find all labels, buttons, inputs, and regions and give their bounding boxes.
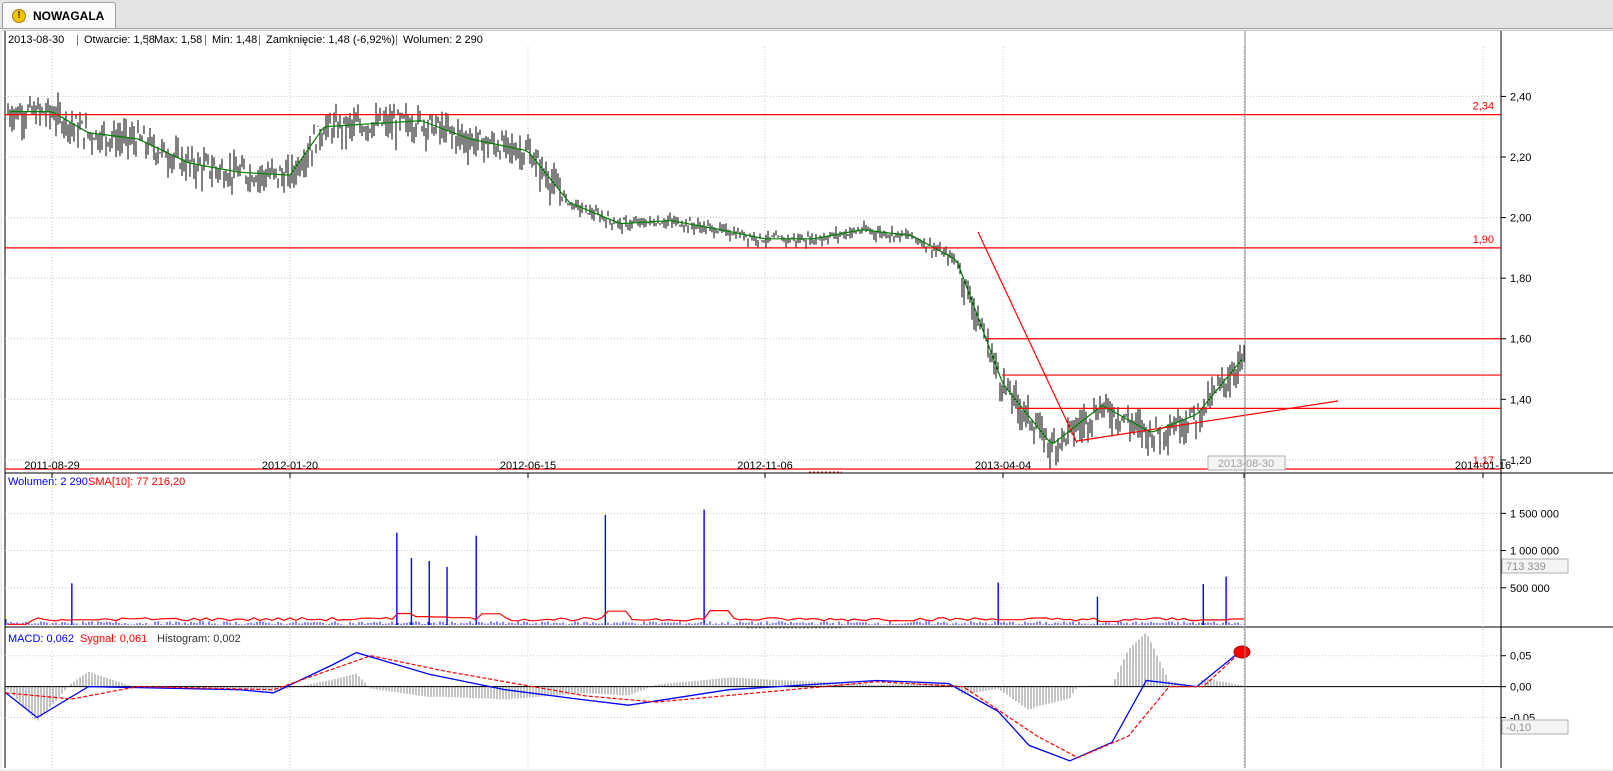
trendline-down[interactable] <box>977 231 1078 444</box>
price-y-tick-label: 2,20 <box>1510 152 1531 164</box>
price-y-tick-label: 1,20 <box>1510 455 1531 467</box>
x-tick-label: 2013-04-04 <box>975 460 1031 472</box>
cursor-macd-label: -0,10 <box>1506 722 1531 734</box>
cursor-volume-label: 713 339 <box>1506 561 1546 573</box>
price-sma-line <box>10 110 1243 444</box>
volume-y-tick-label: 500 000 <box>1510 583 1550 595</box>
macd-line <box>5 647 1245 762</box>
x-tick-label: 2012-11-06 <box>737 460 792 472</box>
cursor-date-box: 2013-08-30 <box>1207 455 1286 471</box>
macd-y-tick-label: 0,00 <box>1510 682 1531 694</box>
volume-sma-legend: SMA[10]: 77 216,20 <box>88 476 185 488</box>
price-panel[interactable] <box>5 47 1501 473</box>
cursor-macd-box: -0,10 <box>1501 719 1569 735</box>
tab-nowagala[interactable]: ! NOWAGALA <box>2 2 116 28</box>
info-date: 2013-08-30 <box>8 34 64 46</box>
info-sep: | <box>204 34 207 46</box>
signal-legend: Sygnał: 0,061 <box>80 633 147 645</box>
price-y-tick-label: 2,00 <box>1510 213 1531 225</box>
x-tick-label: 2012-06-15 <box>500 460 556 472</box>
price-y-ticks: 2,40 2,20 2,00 1,80 1,60 1,40 1,20 <box>1501 91 1531 467</box>
trend-lines[interactable] <box>977 231 1339 444</box>
info-min: Min: 1,48 <box>212 34 257 46</box>
info-sep: | <box>258 34 261 46</box>
trendline-support[interactable] <box>1076 400 1339 442</box>
info-sep: | <box>146 34 149 46</box>
x-tick-label: 2012-01-20 <box>262 460 318 472</box>
histogram-legend: Histogram: 0,002 <box>157 633 241 645</box>
x-axis-ticks: 2011-08-29 2012-01-20 2012-06-15 2012-11-06… <box>24 460 1511 478</box>
warning-icon: ! <box>12 8 26 23</box>
price-y-tick-label: 1,80 <box>1510 273 1531 285</box>
volume-y-tick-label: 1 500 000 <box>1510 508 1559 520</box>
chart-area[interactable]: 2013-08-30 | Otwarcie: 1,58 | Max: 1,58 … <box>2 30 1613 769</box>
tab-label: NOWAGALA <box>33 8 105 23</box>
horizontal-line-label: 1,90 <box>1473 234 1494 246</box>
volume-bars <box>5 509 1245 625</box>
price-y-tick-label: 2,40 <box>1510 91 1531 103</box>
info-sep: | <box>395 34 398 46</box>
horizontal-line-label: 2,34 <box>1473 101 1494 113</box>
volume-y-ticks: 1 500 000 1 000 000 500 000 <box>1501 508 1559 595</box>
price-y-tick-label: 1,40 <box>1510 394 1531 406</box>
cursor-volume-box: 713 339 <box>1501 558 1569 574</box>
macd-signal-marker[interactable] <box>1233 645 1251 659</box>
macd-legend: MACD: 0,062 <box>8 633 74 645</box>
x-tick-label: 2011-08-29 <box>24 460 79 472</box>
x-tick-label: 2014-01-16 <box>1455 460 1511 472</box>
macd-y-ticks: 0,050,00-0,05 <box>1501 651 1535 725</box>
horizontal-line-label: 1,17 <box>1473 455 1494 467</box>
volume-sma-line <box>8 609 1244 625</box>
signal-line <box>5 648 1245 759</box>
info-volume: Wolumen: 2 290 <box>403 34 483 46</box>
info-max: Max: 1,58 <box>154 34 202 46</box>
info-sep: | <box>76 34 79 46</box>
info-open: Otwarcie: 1,58 <box>84 34 155 46</box>
macd-y-tick-label: 0,05 <box>1510 651 1531 663</box>
horizontal-line-labels: 2,34 1,90 1,17 <box>1473 101 1494 467</box>
macd-histogram <box>7 633 1245 721</box>
volume-legend: Wolumen: 2 290 <box>8 476 88 488</box>
volume-y-tick-label: 1 000 000 <box>1510 546 1559 558</box>
price-y-tick-label: 1,60 <box>1510 334 1531 346</box>
cursor-date-label: 2013-08-30 <box>1218 458 1274 470</box>
info-close: Zamknięcie: 1,48 (-6,92%) <box>266 34 395 46</box>
stock-chart[interactable]: 2013-08-30 | Otwarcie: 1,58 | Max: 1,58 … <box>2 31 1613 768</box>
gridlines <box>5 47 1501 768</box>
tab-bar: ! NOWAGALA <box>0 0 1613 29</box>
